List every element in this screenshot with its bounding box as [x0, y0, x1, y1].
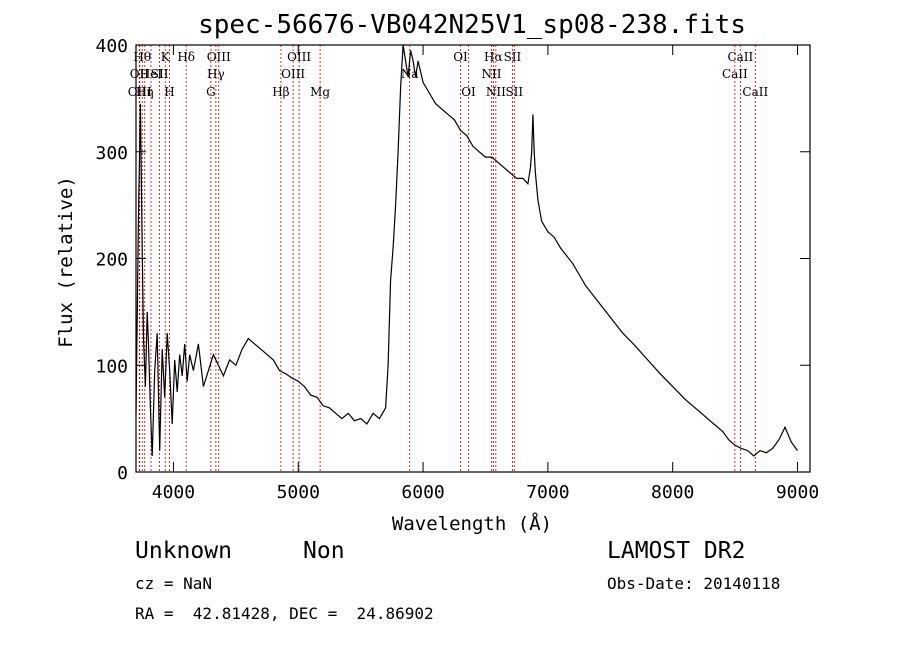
line-label-21: NII: [486, 85, 506, 99]
line-label-4: HeI: [140, 67, 163, 81]
line-label-13: OIII: [281, 67, 305, 81]
line-label-26: CaII: [742, 85, 768, 99]
line-label-5: SII: [151, 67, 169, 81]
y-tick-label-1: 100: [95, 356, 128, 377]
coordinates: RA = 42.81428, DEC = 24.86902: [135, 604, 434, 623]
line-label-19: NII: [481, 67, 501, 81]
object-subclass: Non: [303, 538, 345, 564]
line-label-10: Hγ: [207, 67, 225, 81]
x-tick-label-0: 4000: [152, 482, 195, 503]
line-label-25: CaII: [727, 50, 753, 64]
x-tick-label-3: 7000: [526, 482, 569, 503]
plot-frame: [135, 44, 811, 473]
line-label-12: Hβ: [272, 85, 289, 99]
line-label-24: CaII: [722, 67, 748, 81]
line-label-15: Mg: [310, 85, 330, 99]
spectrum-line: [135, 44, 798, 457]
survey-name: LAMOST DR2: [607, 538, 746, 564]
x-tick-label-4: 8000: [651, 482, 694, 503]
x-axis-label: Wavelength (Å): [392, 512, 552, 535]
chart-title: spec-56676-VB042N25V1_sp08-238.fits: [198, 10, 746, 40]
y-tick-label-4: 400: [95, 36, 128, 57]
observation-date: Obs-Date: 20140118: [607, 574, 781, 593]
line-label-17: OI: [453, 50, 468, 64]
line-label-20: Hα: [484, 50, 503, 64]
y-tick-label-0: 0: [117, 463, 128, 484]
line-label-14: OIII: [287, 50, 311, 64]
spectral-line-markers: [138, 45, 756, 472]
line-label-7: H: [164, 85, 174, 99]
line-label-0: Hθ: [133, 50, 151, 64]
redshift-value: cz = NaN: [135, 574, 213, 593]
spectral-line-labels: HθOIIOIIIHηHeISIIKHHδGHγOIIIHβOIIIOIIIMg…: [128, 50, 769, 99]
line-label-6: K: [161, 50, 171, 64]
line-label-22: SII: [504, 50, 522, 64]
line-label-23: SII: [505, 85, 523, 99]
y-tick-label-2: 200: [95, 250, 128, 271]
object-class: Unknown: [135, 538, 232, 564]
line-label-3: Hη: [136, 85, 154, 99]
axis-ticks: 4000 5000 6000 7000 8000 9000 0 100 200 300 400: [95, 36, 819, 503]
line-label-8: Hδ: [177, 50, 195, 64]
line-label-1: OII: [130, 67, 150, 81]
x-tick-label-5: 9000: [776, 482, 819, 503]
y-tick-label-3: 300: [95, 143, 128, 164]
line-label-18: OI: [461, 85, 476, 99]
line-label-2: OIII: [128, 85, 152, 99]
x-tick-label-2: 6000: [401, 482, 444, 503]
y-axis-label: Flux (relative): [55, 176, 77, 348]
line-label-11: OIII: [207, 50, 231, 64]
line-label-9: G: [206, 85, 216, 99]
x-tick-label-1: 5000: [277, 482, 320, 503]
